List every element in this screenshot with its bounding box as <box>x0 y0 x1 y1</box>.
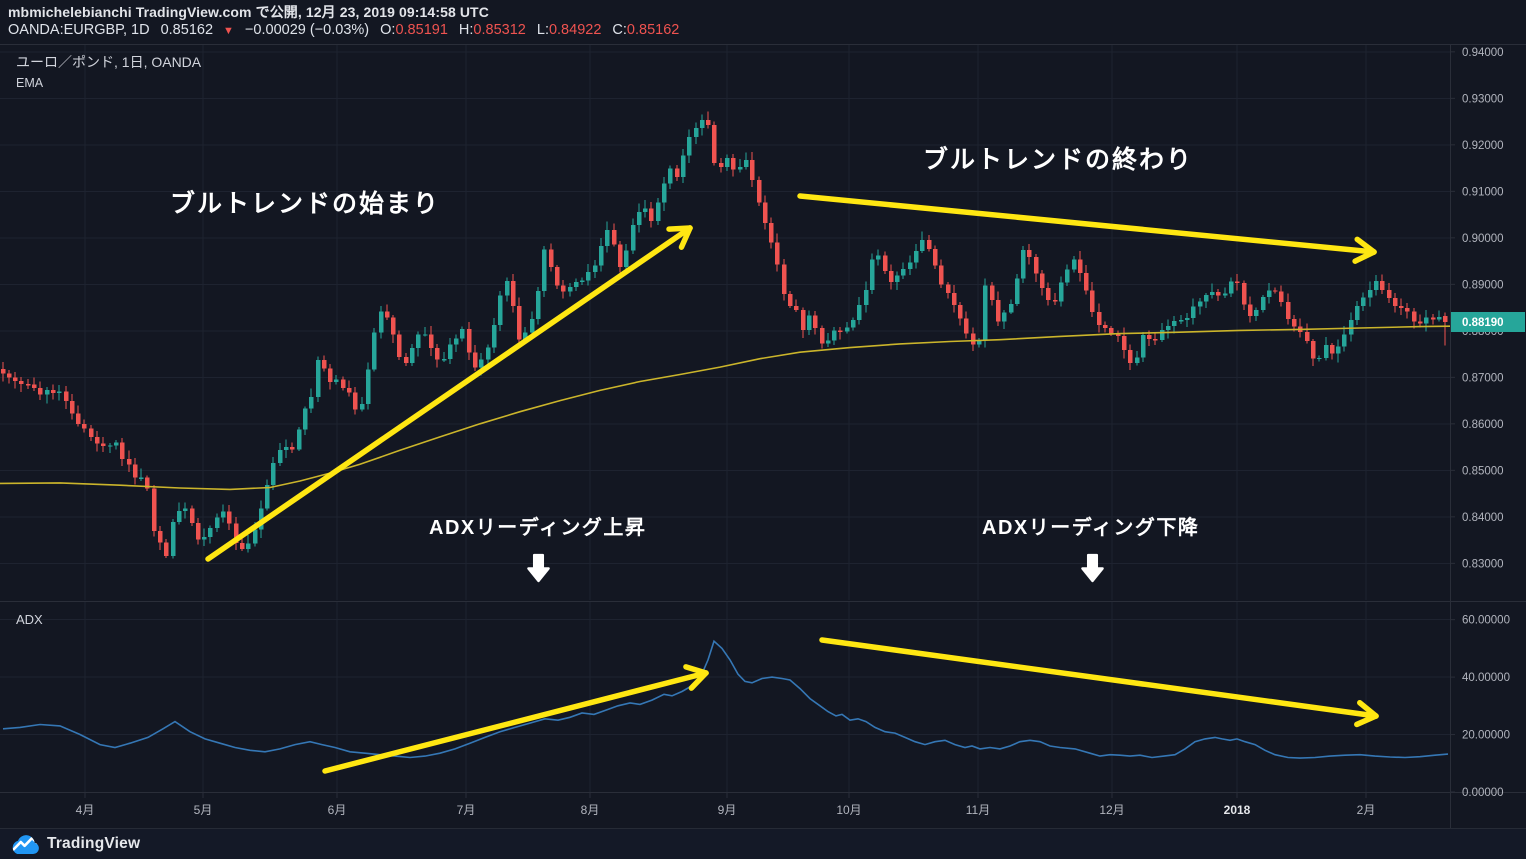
down-arrow-icon <box>527 553 550 583</box>
pane-legend: ユーロ／ポンド, 1日, OANDA EMA <box>16 52 201 90</box>
svg-text:0.86000: 0.86000 <box>1462 419 1504 431</box>
svg-text:10月: 10月 <box>836 803 861 817</box>
last-price-badge: 0.88190 <box>1451 312 1525 332</box>
ema-line <box>0 325 1450 491</box>
high-label: H: <box>458 22 474 38</box>
annotation-adx-falling: ADXリーディング下降 <box>982 517 1200 539</box>
svg-text:4月: 4月 <box>76 803 95 817</box>
svg-text:0.90000: 0.90000 <box>1462 233 1504 245</box>
candlestick-series[interactable] <box>1 111 1448 559</box>
svg-text:5月: 5月 <box>194 803 213 817</box>
close-value: 0.85162 <box>626 22 680 38</box>
svg-text:8月: 8月 <box>581 803 600 817</box>
svg-text:0.89000: 0.89000 <box>1462 279 1504 291</box>
open-label: O: <box>380 22 396 38</box>
svg-text:0.87000: 0.87000 <box>1462 372 1504 384</box>
svg-text:0.88190: 0.88190 <box>1462 317 1504 329</box>
high-value: 0.85312 <box>473 22 526 38</box>
svg-text:11月: 11月 <box>966 803 990 817</box>
svg-text:7月: 7月 <box>457 803 476 817</box>
svg-text:12月: 12月 <box>1099 803 1124 817</box>
price-down-triangle-icon: ▼ <box>223 25 234 37</box>
svg-text:0.84000: 0.84000 <box>1462 512 1504 524</box>
annotation-bull-trend-end: ブルトレンドの終わり <box>923 146 1194 174</box>
symbol-name: OANDA:EURGBP, 1D <box>8 22 150 38</box>
symbol-last-price: 0.85162 <box>160 22 214 38</box>
svg-text:0.92000: 0.92000 <box>1462 140 1504 152</box>
open-value: 0.85191 <box>395 22 448 38</box>
svg-text:60.00000: 60.00000 <box>1462 615 1510 627</box>
price-axis[interactable]: 0.94000 0.93000 0.92000 0.91000 0.90000 0.890… <box>1450 47 1504 571</box>
bull-end-arrow <box>797 193 1377 255</box>
adx-line <box>2 639 1449 759</box>
svg-text:6月: 6月 <box>328 803 347 817</box>
annotation-adx-rising: ADXリーディング上昇 <box>429 517 647 539</box>
gridlines <box>0 45 1450 792</box>
symbol-info-bar: OANDA:EURGBP, 1D 0.85162 ▼ −0.00029 (−0.… <box>8 21 679 40</box>
annotation-bull-trend-start: ブルトレンドの始まり <box>170 190 441 218</box>
tradingview-brand-text[interactable]: TradingView <box>47 835 141 852</box>
adx-rise-arrow <box>322 670 709 774</box>
tradingview-logo-icon[interactable] <box>10 833 40 856</box>
svg-text:2018: 2018 <box>1224 803 1251 817</box>
pane-borders <box>0 44 1526 828</box>
close-label: C: <box>612 22 627 38</box>
svg-text:0.91000: 0.91000 <box>1462 186 1504 198</box>
svg-text:20.00000: 20.00000 <box>1462 730 1510 742</box>
adx-axis[interactable]: 60.00000 40.00000 20.00000 0.00000 <box>1450 615 1510 799</box>
low-value: 0.84922 <box>548 22 602 38</box>
trend-arrows <box>205 193 1379 774</box>
publish-info: mbmichelebianchi TradingView.com で公開, 12… <box>8 4 489 20</box>
bull-start-arrow <box>205 225 693 562</box>
legend-adx-indicator[interactable]: ADX <box>16 612 43 627</box>
chart-header: mbmichelebianchi TradingView.com で公開, 12… <box>8 4 679 40</box>
svg-text:0.00000: 0.00000 <box>1462 787 1504 799</box>
svg-text:2月: 2月 <box>1357 803 1376 817</box>
legend-ema-indicator[interactable]: EMA <box>16 76 44 90</box>
svg-text:0.93000: 0.93000 <box>1462 93 1504 105</box>
price-change: −0.00029 (−0.03%) <box>244 22 370 38</box>
legend-symbol[interactable]: ユーロ／ポンド, 1日, OANDA <box>16 54 202 70</box>
time-axis[interactable]: 4月 5月 6月 7月 8月 9月 10月 11月 12月 2018 2月 <box>76 793 1376 817</box>
down-arrow-icon <box>1081 553 1104 583</box>
adx-fall-arrow <box>819 637 1379 719</box>
low-label: L: <box>536 22 549 38</box>
svg-text:0.85000: 0.85000 <box>1462 465 1504 477</box>
svg-text:0.94000: 0.94000 <box>1462 47 1504 59</box>
tradingview-footer-bar: TradingView <box>0 828 1526 859</box>
svg-text:0.83000: 0.83000 <box>1462 558 1504 570</box>
svg-text:40.00000: 40.00000 <box>1462 672 1510 684</box>
svg-text:9月: 9月 <box>718 803 737 817</box>
